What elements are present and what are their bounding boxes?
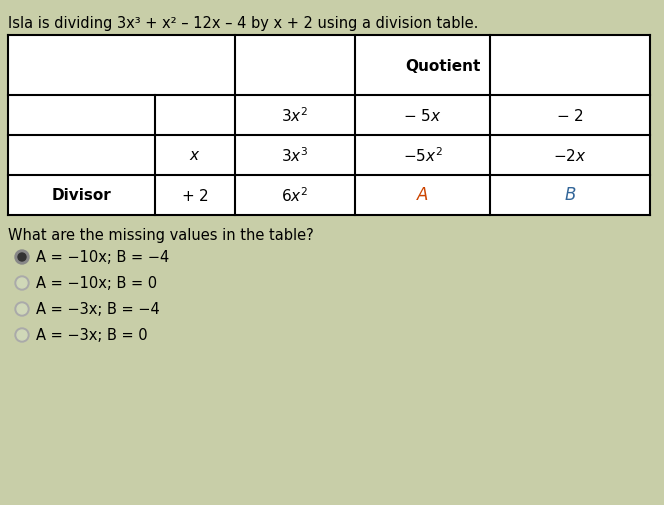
Text: Divisor: Divisor xyxy=(52,188,112,203)
Circle shape xyxy=(15,250,29,265)
Text: A = −10x; B = −4: A = −10x; B = −4 xyxy=(36,250,169,265)
Text: $-5x^2$: $-5x^2$ xyxy=(402,146,442,165)
Text: A = −3x; B = 0: A = −3x; B = 0 xyxy=(36,328,147,343)
Circle shape xyxy=(15,302,29,316)
Circle shape xyxy=(15,328,29,342)
Text: A = −10x; B = 0: A = −10x; B = 0 xyxy=(36,276,157,291)
Circle shape xyxy=(17,305,27,315)
Text: $3x^3$: $3x^3$ xyxy=(282,146,309,165)
Text: Quotient: Quotient xyxy=(405,59,480,73)
Text: What are the missing values in the table?: What are the missing values in the table… xyxy=(8,228,314,242)
Text: $-\ 5x$: $-\ 5x$ xyxy=(403,108,442,124)
Circle shape xyxy=(15,276,29,290)
Circle shape xyxy=(17,330,27,340)
Text: A = −3x; B = −4: A = −3x; B = −4 xyxy=(36,302,160,317)
Text: $A$: $A$ xyxy=(416,187,429,204)
Bar xyxy=(8,36,650,216)
Text: $x$: $x$ xyxy=(189,148,201,163)
Circle shape xyxy=(18,254,26,262)
Text: $-2x$: $-2x$ xyxy=(553,147,587,164)
Text: $6x^2$: $6x^2$ xyxy=(282,186,309,205)
Text: $B$: $B$ xyxy=(564,187,576,204)
Text: $3x^2$: $3x^2$ xyxy=(282,107,309,125)
Text: $+\ 2$: $+\ 2$ xyxy=(181,188,209,204)
Circle shape xyxy=(17,278,27,288)
Text: $-\ 2$: $-\ 2$ xyxy=(556,108,584,124)
Text: Isla is dividing 3x³ + x² – 12x – 4 by x + 2 using a division table.: Isla is dividing 3x³ + x² – 12x – 4 by x… xyxy=(8,16,478,31)
